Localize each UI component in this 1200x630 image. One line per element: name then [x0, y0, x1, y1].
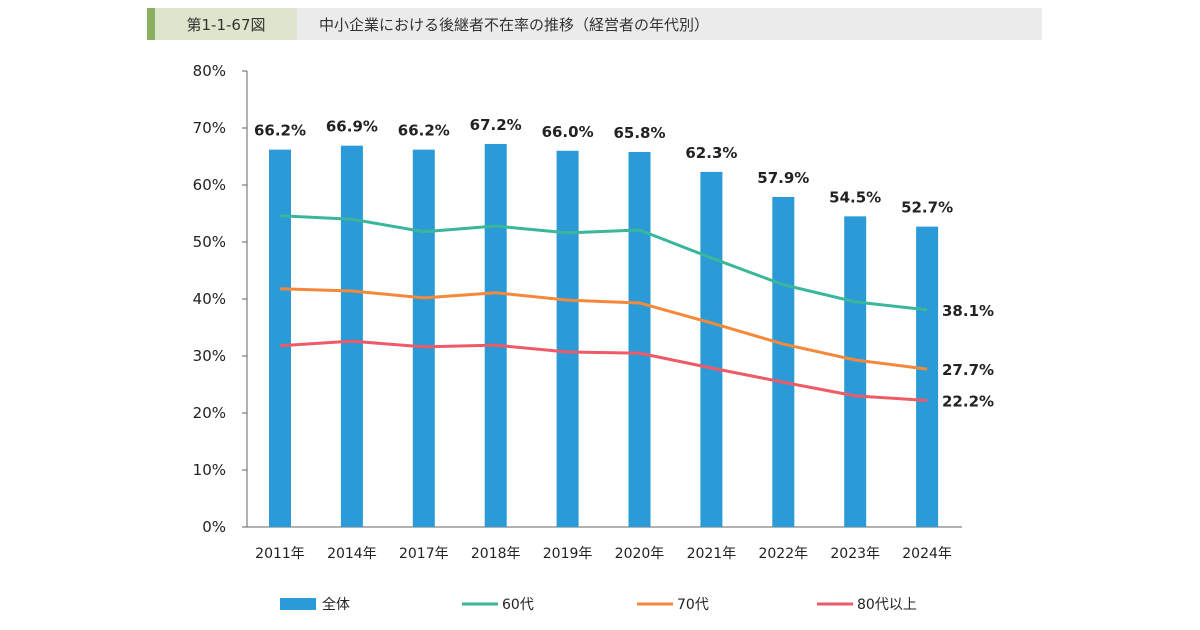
line-series [279, 214, 928, 312]
bar-data-label: 62.3% [685, 144, 737, 162]
bar [772, 196, 795, 527]
figure-header: 第1-1-67図 中小企業における後継者不在率の推移（経営者の年代別） [147, 8, 1042, 40]
line-end-label: 38.1% [942, 302, 994, 320]
x-tick-label: 2014年 [327, 546, 377, 562]
x-tick-label: 2020年 [615, 546, 665, 562]
legend-label: 全体 [322, 596, 350, 613]
bar-data-label: 52.7% [901, 199, 953, 217]
y-tick-label: 20% [193, 404, 226, 422]
bar-data-label: 66.0% [542, 123, 594, 141]
line-end-label: 27.7% [942, 361, 994, 379]
bar-data-label: 66.2% [254, 122, 306, 140]
legend-label: 60代 [502, 597, 534, 613]
bar [556, 150, 579, 528]
legend-label: 70代 [677, 597, 709, 613]
x-tick-label: 2024年 [902, 546, 952, 562]
x-tick-label: 2019年 [543, 546, 593, 562]
y-tick-label: 0% [202, 518, 226, 536]
bar [700, 171, 723, 527]
x-tick-label: 2023年 [830, 546, 880, 562]
y-tick-label: 10% [193, 461, 226, 479]
bar [269, 149, 291, 527]
bar [628, 151, 651, 527]
bar [340, 145, 363, 528]
x-tick-label: 2018年 [471, 546, 521, 562]
legend-label: 80代以上 [857, 597, 917, 613]
x-tick-label: 2021年 [687, 546, 737, 562]
bar [844, 216, 867, 527]
x-tick-label: 2011年 [255, 546, 305, 562]
y-tick-label: 40% [193, 290, 226, 308]
bar-data-label: 57.9% [757, 169, 809, 187]
y-tick-label: 60% [193, 176, 226, 194]
y-tick-label: 70% [193, 119, 226, 137]
bar [412, 149, 435, 527]
bar-data-label: 66.9% [326, 118, 378, 136]
legend-swatch [280, 598, 316, 610]
figure-number: 第1-1-67図 [147, 8, 297, 40]
figure-title: 中小企業における後継者不在率の推移（経営者の年代別） [319, 15, 710, 34]
x-tick-label: 2017年 [399, 546, 449, 562]
bar [484, 143, 507, 527]
bar-data-label: 54.5% [829, 188, 881, 206]
bar-data-label: 66.2% [398, 122, 450, 140]
x-tick-label: 2022年 [758, 546, 808, 562]
line-series [279, 339, 928, 402]
bar [916, 226, 939, 528]
bar-data-label: 65.8% [613, 124, 665, 142]
y-tick-label: 30% [193, 347, 226, 365]
bar-data-label: 67.2% [470, 116, 522, 134]
line-series [279, 287, 928, 371]
y-tick-label: 50% [193, 233, 226, 251]
y-tick-label: 80% [193, 62, 226, 80]
line-end-label: 22.2% [942, 392, 994, 410]
